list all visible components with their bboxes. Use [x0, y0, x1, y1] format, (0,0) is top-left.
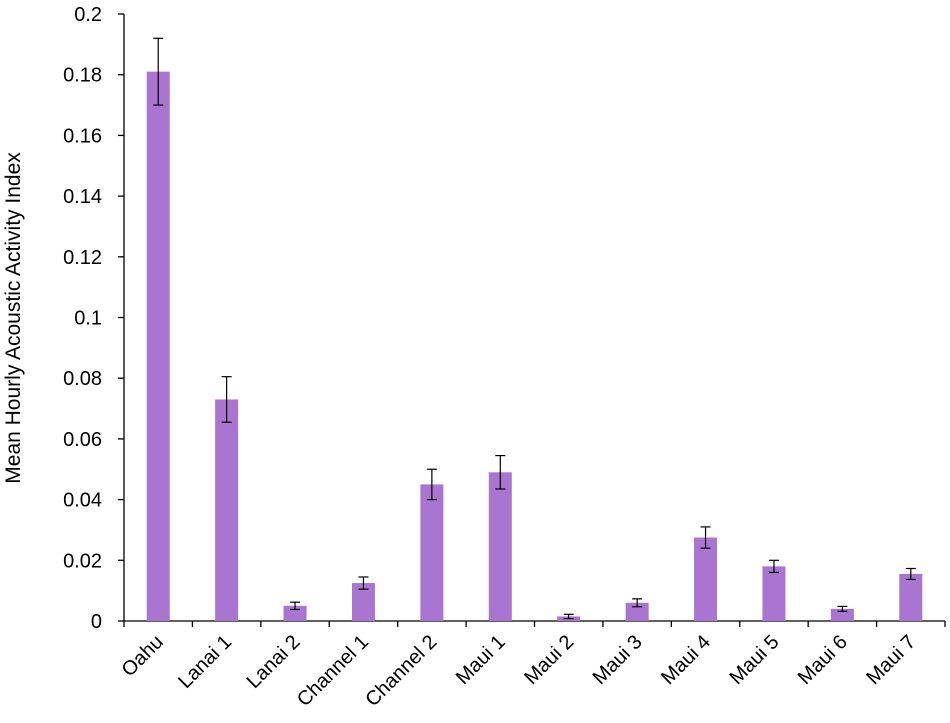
bar: [694, 537, 718, 621]
error-bar: [221, 376, 232, 423]
x-category-label: Maui 6: [794, 631, 852, 689]
bar: [283, 605, 307, 621]
error-bar: [426, 468, 437, 501]
bar: [215, 399, 239, 621]
y-tick-label: 0.18: [63, 65, 102, 87]
y-axis-title-group: Mean Hourly Acoustic Activity Index: [2, 152, 25, 484]
error-bar: [495, 454, 506, 490]
bar: [830, 608, 854, 621]
x-category-label: Maui 2: [520, 631, 578, 689]
y-tick-label: 0.16: [63, 125, 102, 147]
y-tick-label: 0.04: [63, 490, 102, 512]
error-bar: [290, 601, 301, 611]
bar: [351, 583, 375, 621]
bar: [146, 71, 170, 622]
bars: [146, 71, 923, 622]
y-tick-label: 0.02: [63, 550, 102, 572]
x-axis: [123, 620, 946, 627]
error-bar: [768, 559, 779, 574]
error-bar: [837, 605, 848, 612]
x-category-label: Maui 3: [589, 631, 647, 689]
y-axis-title: Mean Hourly Acoustic Activity Index: [2, 152, 25, 484]
error-bar: [905, 567, 916, 581]
x-category-label: Maui 7: [862, 631, 920, 689]
error-bar: [700, 526, 711, 549]
x-category-label: Channel 2: [361, 631, 441, 711]
error-bar: [153, 37, 164, 106]
x-category-label: Maui 1: [452, 631, 510, 689]
x-category-label: Maui 5: [725, 631, 783, 689]
x-category-label: Channel 1: [293, 631, 373, 711]
y-tick-label: 0.08: [63, 368, 102, 390]
error-bar: [563, 613, 574, 620]
bar: [899, 573, 923, 621]
bar: [762, 566, 786, 621]
x-category-label: Lanai 1: [174, 631, 236, 693]
error-bar: [632, 598, 643, 608]
x-category-label: Lanai 2: [243, 631, 305, 693]
bar: [625, 602, 649, 621]
y-axis: 0 0.02 0.04 0.06 0.08 0.1 0.12 0.14 0.16 0.18 0.2: [63, 4, 125, 633]
x-category-label: Maui 4: [657, 631, 715, 689]
error-bars: [153, 37, 916, 620]
bar: [488, 472, 512, 621]
y-tick-label: 0.06: [63, 429, 102, 451]
y-tick-label: 0.1: [74, 308, 102, 330]
y-tick-label: 0: [91, 611, 102, 633]
bar: [420, 484, 444, 621]
x-category-label: Oahu: [118, 631, 168, 681]
y-tick-label: 0.12: [63, 247, 102, 269]
error-bar: [358, 576, 369, 590]
y-tick-label: 0.14: [63, 186, 102, 208]
y-tick-label: 0.2: [74, 4, 102, 26]
